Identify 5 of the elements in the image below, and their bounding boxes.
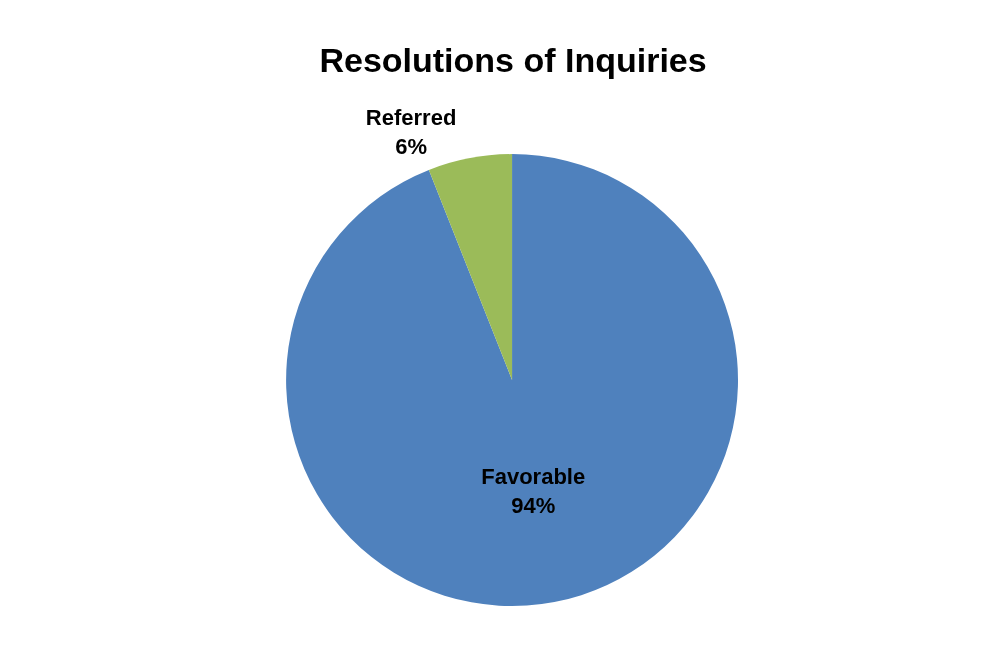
data-label: 94% xyxy=(511,492,556,518)
slice-label: Favorable xyxy=(481,464,586,490)
data-label: 6% xyxy=(395,134,427,160)
chart-title: Resolutions of Inquiries xyxy=(319,41,707,80)
slice-label: Referred xyxy=(365,105,457,131)
